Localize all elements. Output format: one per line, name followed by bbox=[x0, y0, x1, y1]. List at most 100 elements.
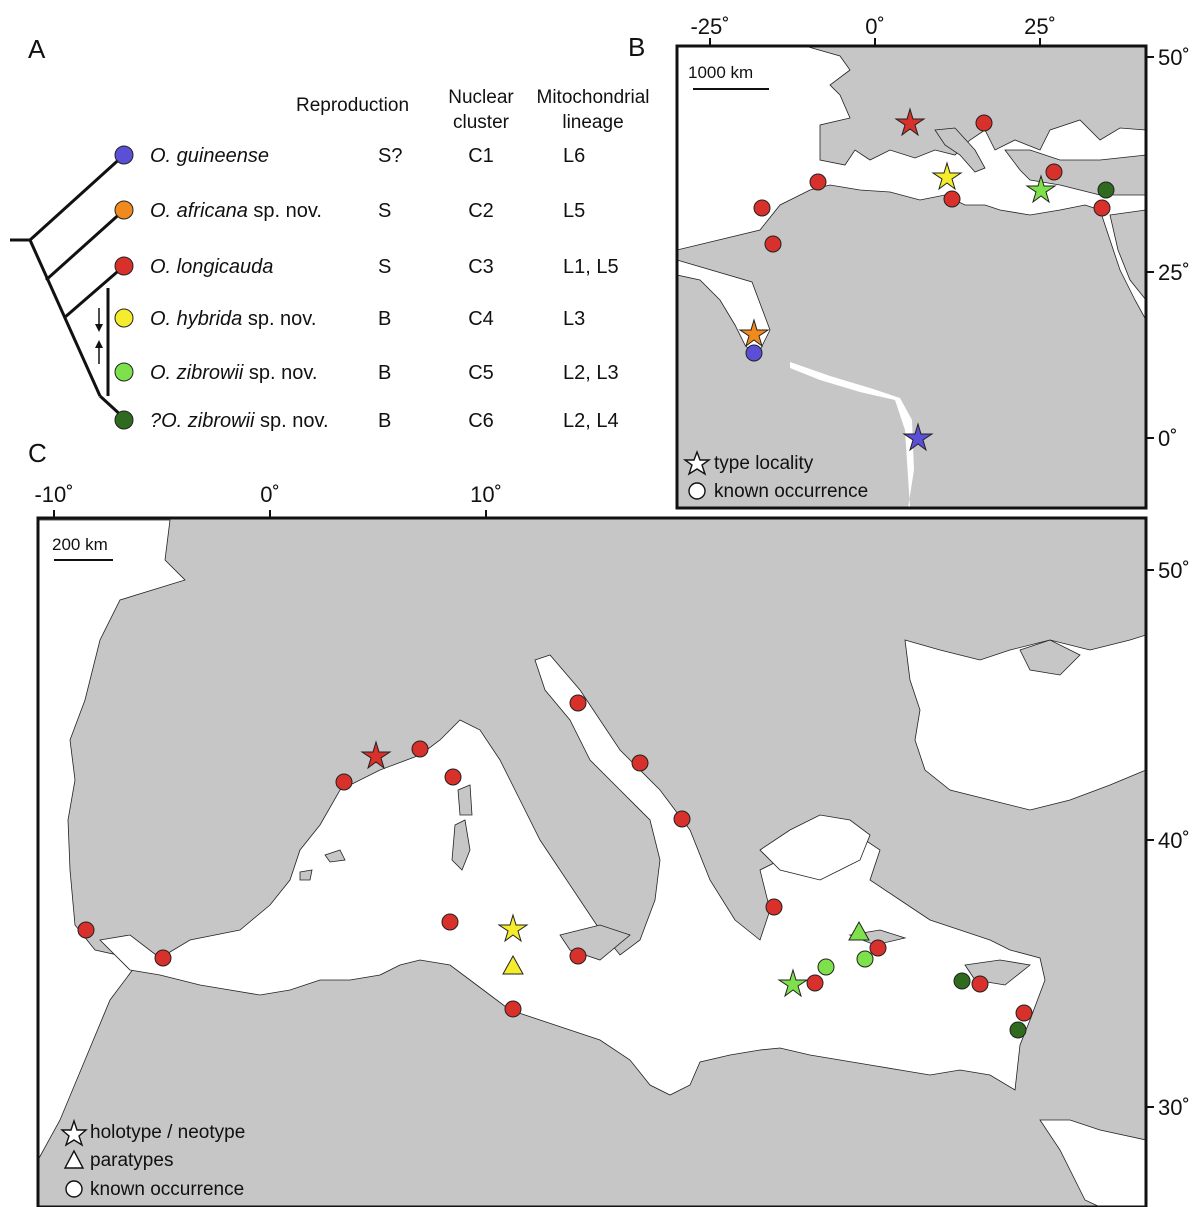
map-c-dot-zibrowii bbox=[817, 958, 835, 976]
taxon-name: O. africana sp. nov. bbox=[150, 200, 322, 222]
taxon-repro: S bbox=[378, 256, 391, 278]
map-b-legend-known: known occurrence bbox=[714, 481, 868, 502]
map-b-ytick-2: 25˚ bbox=[1158, 260, 1190, 285]
map-c-dot-zibrowii bbox=[856, 950, 874, 968]
map-b-legend-circle-icon bbox=[688, 482, 706, 500]
map-b-frame bbox=[675, 44, 1148, 510]
taxon-nuc: C1 bbox=[468, 145, 494, 167]
taxon-name-part: sp. nov. bbox=[242, 308, 316, 330]
map-b-dot-longicauda bbox=[943, 190, 961, 208]
taxon-mito: L5 bbox=[563, 200, 585, 222]
header-reproduction: Reproduction bbox=[296, 95, 409, 116]
map-c-dot-longicauda bbox=[504, 1000, 522, 1018]
taxon-repro: S bbox=[378, 200, 391, 222]
taxon-marker bbox=[114, 200, 134, 220]
map-c-dot-longicauda bbox=[1015, 1004, 1033, 1022]
taxon-name: ?O. zibrowii sp. nov. bbox=[150, 410, 329, 432]
map-b-markers bbox=[738, 107, 1115, 452]
header-mito-2: lineage bbox=[562, 112, 623, 133]
taxon-nuc: C3 bbox=[468, 256, 494, 278]
map-c-dot-longicauda bbox=[77, 921, 95, 939]
taxon-mito: L1, L5 bbox=[563, 256, 619, 278]
map-b-dot-longicauda bbox=[1093, 199, 1111, 217]
taxon-row: O. zibrowii sp. nov. B C5 L2, L3 bbox=[114, 362, 619, 384]
panel-a-label: A bbox=[28, 34, 46, 64]
map-b-xtick-2: 0˚ bbox=[865, 14, 885, 39]
map-b-star-hybrida bbox=[931, 161, 963, 191]
taxon-nuc: C5 bbox=[468, 362, 494, 384]
taxon-mito: L6 bbox=[563, 145, 585, 167]
map-b-ytick-3: 0˚ bbox=[1158, 426, 1178, 451]
taxon-mito: L2, L3 bbox=[563, 362, 619, 384]
map-c-dot-longicauda bbox=[569, 947, 587, 965]
taxon-repro: B bbox=[378, 362, 391, 384]
map-c-ytick-1: 50˚ bbox=[1158, 558, 1190, 583]
map-c-dot-longicauda bbox=[869, 939, 887, 957]
header-nuclear-1: Nuclear bbox=[448, 87, 514, 108]
map-c-dot-longicauda bbox=[444, 768, 462, 786]
map-c-legend-triangle-icon bbox=[63, 1149, 85, 1169]
taxon-name-part: O. longicauda bbox=[150, 256, 273, 278]
map-c-dot-longicauda bbox=[441, 913, 459, 931]
taxon-nuc: C2 bbox=[468, 200, 494, 222]
map-c-ytick-2: 40˚ bbox=[1158, 828, 1190, 853]
header-mito-1: Mitochondrial bbox=[537, 87, 650, 108]
taxon-repro: S? bbox=[378, 145, 402, 167]
taxon-name: O. zibrowii sp. nov. bbox=[150, 362, 317, 384]
map-b-legend-type: type locality bbox=[714, 453, 814, 474]
map-b-dot-longicauda bbox=[809, 173, 827, 191]
map-c-scale-label: 200 km bbox=[52, 535, 108, 554]
taxon-marker bbox=[114, 308, 134, 328]
taxa-table: O. guineense S? C1 L6 O. africana sp. nov. S C… bbox=[114, 145, 619, 432]
taxon-nuc: C6 bbox=[468, 410, 494, 432]
map-b-dot-qzibrowii bbox=[1097, 181, 1115, 199]
map-b-land-west bbox=[677, 330, 918, 508]
map-b: 1000 km -25˚ 0˚ 25˚ 50˚ 25˚ 0˚ type loca… bbox=[675, 14, 1190, 510]
map-c-legend-para: paratypes bbox=[90, 1150, 173, 1171]
taxon-row: O. longicauda S C3 L1, L5 bbox=[114, 256, 619, 278]
taxon-name-part: sp. nov. bbox=[248, 200, 322, 222]
map-b-dot-longicauda bbox=[1045, 163, 1063, 181]
map-b-dot-longicauda bbox=[975, 114, 993, 132]
taxon-marker bbox=[114, 362, 134, 382]
taxon-marker bbox=[114, 256, 134, 276]
map-c-star-zibrowii bbox=[777, 968, 809, 998]
taxon-name-part: ?O. zibrowii bbox=[150, 410, 255, 432]
map-c-xtick-1: -10˚ bbox=[34, 482, 73, 507]
taxon-name: O. longicauda bbox=[150, 256, 273, 278]
map-b-scale-label: 1000 km bbox=[688, 63, 753, 82]
header-nuclear-2: cluster bbox=[453, 112, 510, 133]
taxon-mito: L2, L4 bbox=[563, 410, 619, 432]
phylogenetic-tree bbox=[10, 153, 126, 420]
introgression-arrows bbox=[95, 308, 103, 364]
taxon-repro: B bbox=[378, 410, 391, 432]
taxon-name: O. hybrida sp. nov. bbox=[150, 308, 316, 330]
map-c: 200 km -10˚ 0˚ 10˚ 50˚ 40˚ 30˚ holotype … bbox=[34, 482, 1190, 1207]
map-c-dot-qzibrowii bbox=[953, 972, 971, 990]
map-c-legend-star-icon bbox=[60, 1118, 88, 1147]
map-c-legend-known: known occurrence bbox=[90, 1179, 244, 1200]
map-c-land bbox=[38, 518, 1146, 1207]
map-b-gulf bbox=[790, 362, 1146, 508]
map-c-star-longicauda bbox=[360, 740, 392, 770]
taxon-nuc: C4 bbox=[468, 308, 494, 330]
map-c-dot-longicauda bbox=[154, 949, 172, 967]
map-c-triangle-hybrida bbox=[502, 954, 524, 975]
map-c-triangle-zibrowii bbox=[848, 920, 870, 941]
map-c-markers bbox=[77, 694, 1033, 1039]
taxon-repro: B bbox=[378, 308, 391, 330]
map-c-ytick-3: 30˚ bbox=[1158, 1095, 1190, 1120]
map-c-dot-longicauda bbox=[806, 974, 824, 992]
map-b-star-longicauda bbox=[894, 107, 926, 137]
taxon-name-part: sp. nov. bbox=[243, 362, 317, 384]
map-b-star-africana bbox=[738, 318, 770, 348]
map-c-xtick-2: 0˚ bbox=[260, 482, 280, 507]
map-b-star-zibrowii bbox=[1025, 174, 1057, 204]
map-b-dot-longicauda bbox=[753, 199, 771, 217]
panel-b-label: B bbox=[628, 32, 645, 62]
map-c-dot-longicauda bbox=[335, 773, 353, 791]
map-c-xtick-3: 10˚ bbox=[470, 482, 502, 507]
map-c-dot-longicauda bbox=[673, 810, 691, 828]
map-b-xtick-1: -25˚ bbox=[690, 14, 729, 39]
